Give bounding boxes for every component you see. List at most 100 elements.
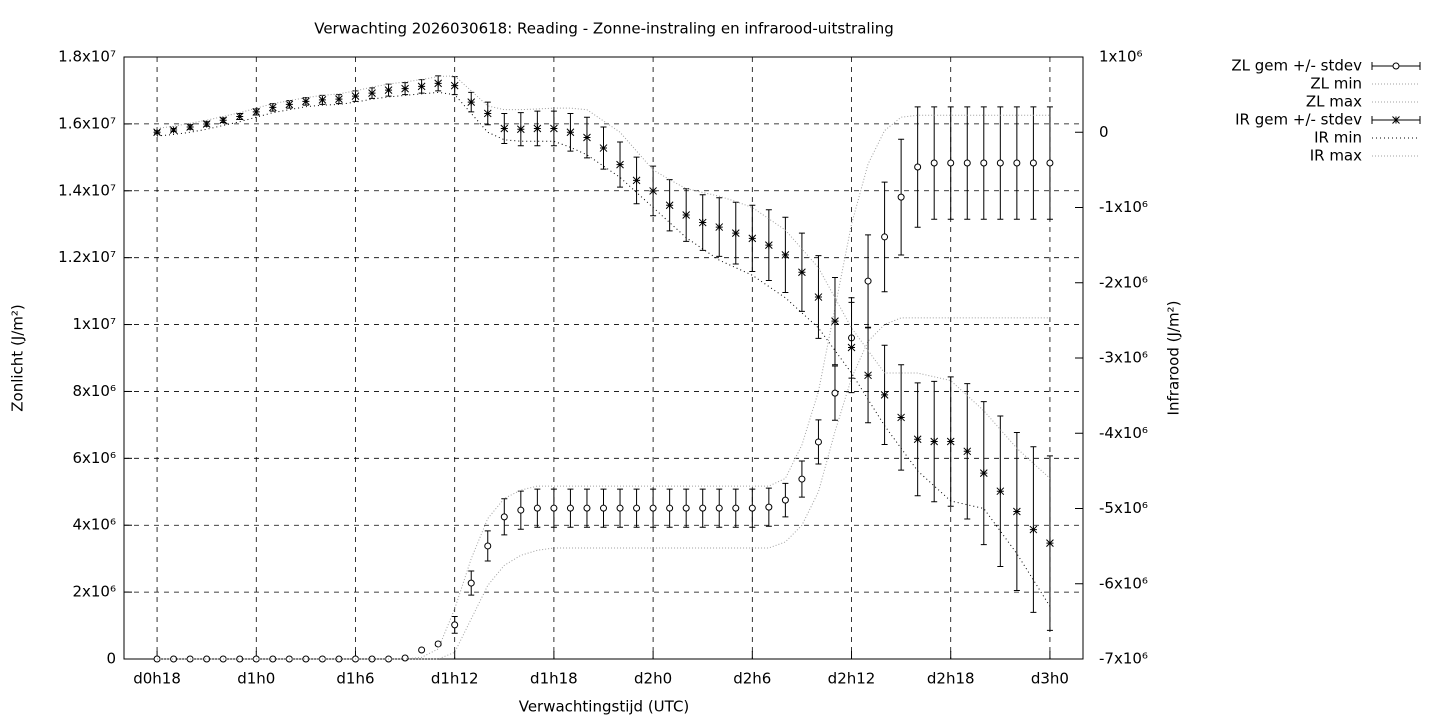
- point: [318, 96, 327, 104]
- y2-tick-label: -3x10⁶: [1099, 349, 1148, 367]
- point: [335, 95, 343, 103]
- x-tick-label: d3h0: [1031, 670, 1069, 688]
- point: [765, 503, 773, 511]
- point: [682, 211, 691, 219]
- point: [1046, 159, 1054, 167]
- point: [533, 504, 541, 512]
- point: [269, 655, 277, 663]
- point: [947, 159, 955, 167]
- line: [157, 91, 1051, 607]
- y2-tick-label: -1x10⁶: [1099, 198, 1148, 216]
- point: [434, 79, 443, 88]
- y-tick-label: 1.2x10⁷: [58, 248, 116, 266]
- point: [632, 176, 641, 185]
- point: [764, 241, 773, 249]
- point: [550, 504, 558, 512]
- legend-label: IR gem +/- stdev: [1235, 111, 1362, 129]
- point: [236, 655, 244, 663]
- point: [649, 504, 657, 512]
- legend-marker: [1392, 62, 1400, 70]
- point: [583, 504, 591, 512]
- point: [401, 654, 409, 662]
- x-tick-label: d1h18: [530, 670, 578, 688]
- point: [633, 504, 641, 512]
- point: [268, 103, 277, 112]
- point: [550, 124, 558, 133]
- point: [302, 97, 310, 106]
- y2-tick-label: -2x10⁶: [1099, 273, 1148, 291]
- point: [996, 487, 1005, 496]
- y2-tick-label: 1x10⁶: [1099, 48, 1143, 66]
- legend-marker: [1392, 116, 1400, 124]
- point: [483, 109, 492, 118]
- point: [980, 159, 988, 167]
- x-tick-label: d2h18: [927, 670, 975, 688]
- x-tick-label: d0h18: [133, 670, 181, 688]
- legend-label: ZL max: [1306, 93, 1362, 111]
- y-tick-label: 1x10⁷: [72, 315, 116, 333]
- point: [930, 437, 939, 446]
- point: [516, 125, 525, 134]
- point: [533, 124, 542, 133]
- y2-axis-label: Infrarood (J/m²): [1165, 301, 1183, 416]
- point: [401, 84, 409, 93]
- y-tick-label: 1.6x10⁷: [58, 114, 116, 132]
- point: [996, 159, 1004, 167]
- point: [1013, 159, 1021, 167]
- point: [897, 413, 905, 422]
- y2-tick-label: 0: [1099, 123, 1109, 141]
- x-tick-label: d2h12: [828, 670, 876, 688]
- x-tick-label: d1h0: [237, 670, 275, 688]
- point: [351, 92, 360, 100]
- y2-tick-label: -6x10⁶: [1099, 574, 1148, 592]
- point: [467, 579, 475, 587]
- point: [583, 133, 591, 142]
- point: [252, 108, 261, 116]
- point: [682, 504, 690, 512]
- line: [157, 317, 1050, 660]
- point: [203, 655, 211, 663]
- x-tick-label: d2h0: [634, 670, 672, 688]
- point: [169, 126, 178, 134]
- point: [897, 193, 905, 201]
- point: [219, 116, 228, 125]
- point: [517, 506, 525, 514]
- point: [434, 640, 442, 648]
- point: [814, 438, 822, 446]
- y-tick-label: 0: [106, 650, 116, 668]
- x-tick-label: d1h12: [431, 670, 479, 688]
- point: [368, 89, 376, 97]
- point: [930, 159, 938, 167]
- point: [847, 343, 856, 352]
- point: [814, 293, 823, 301]
- point: [731, 229, 740, 237]
- legend-label: ZL gem +/- stdev: [1231, 57, 1362, 75]
- point: [616, 160, 624, 169]
- point: [715, 223, 724, 231]
- point: [186, 123, 194, 131]
- y-tick-label: 1.4x10⁷: [58, 181, 116, 199]
- point: [979, 469, 988, 477]
- point: [649, 187, 657, 195]
- point: [335, 655, 343, 663]
- point: [831, 389, 839, 397]
- point: [748, 504, 756, 512]
- point: [566, 128, 575, 137]
- point: [384, 86, 393, 94]
- point: [963, 159, 971, 167]
- point: [418, 646, 426, 654]
- point: [798, 475, 806, 483]
- point: [153, 128, 161, 137]
- point: [880, 391, 889, 399]
- point: [963, 447, 972, 456]
- y-tick-label: 8x10⁶: [72, 382, 116, 400]
- point: [864, 277, 872, 285]
- point: [302, 655, 310, 663]
- point: [913, 435, 922, 444]
- point: [484, 542, 492, 550]
- x-axis-label: Verwachtingstijd (UTC): [519, 698, 690, 716]
- point: [616, 504, 624, 512]
- chart-title: Verwachting 2026030618: Reading - Zonne-…: [314, 20, 894, 38]
- x-tick-label: d2h6: [733, 670, 771, 688]
- point: [699, 504, 707, 512]
